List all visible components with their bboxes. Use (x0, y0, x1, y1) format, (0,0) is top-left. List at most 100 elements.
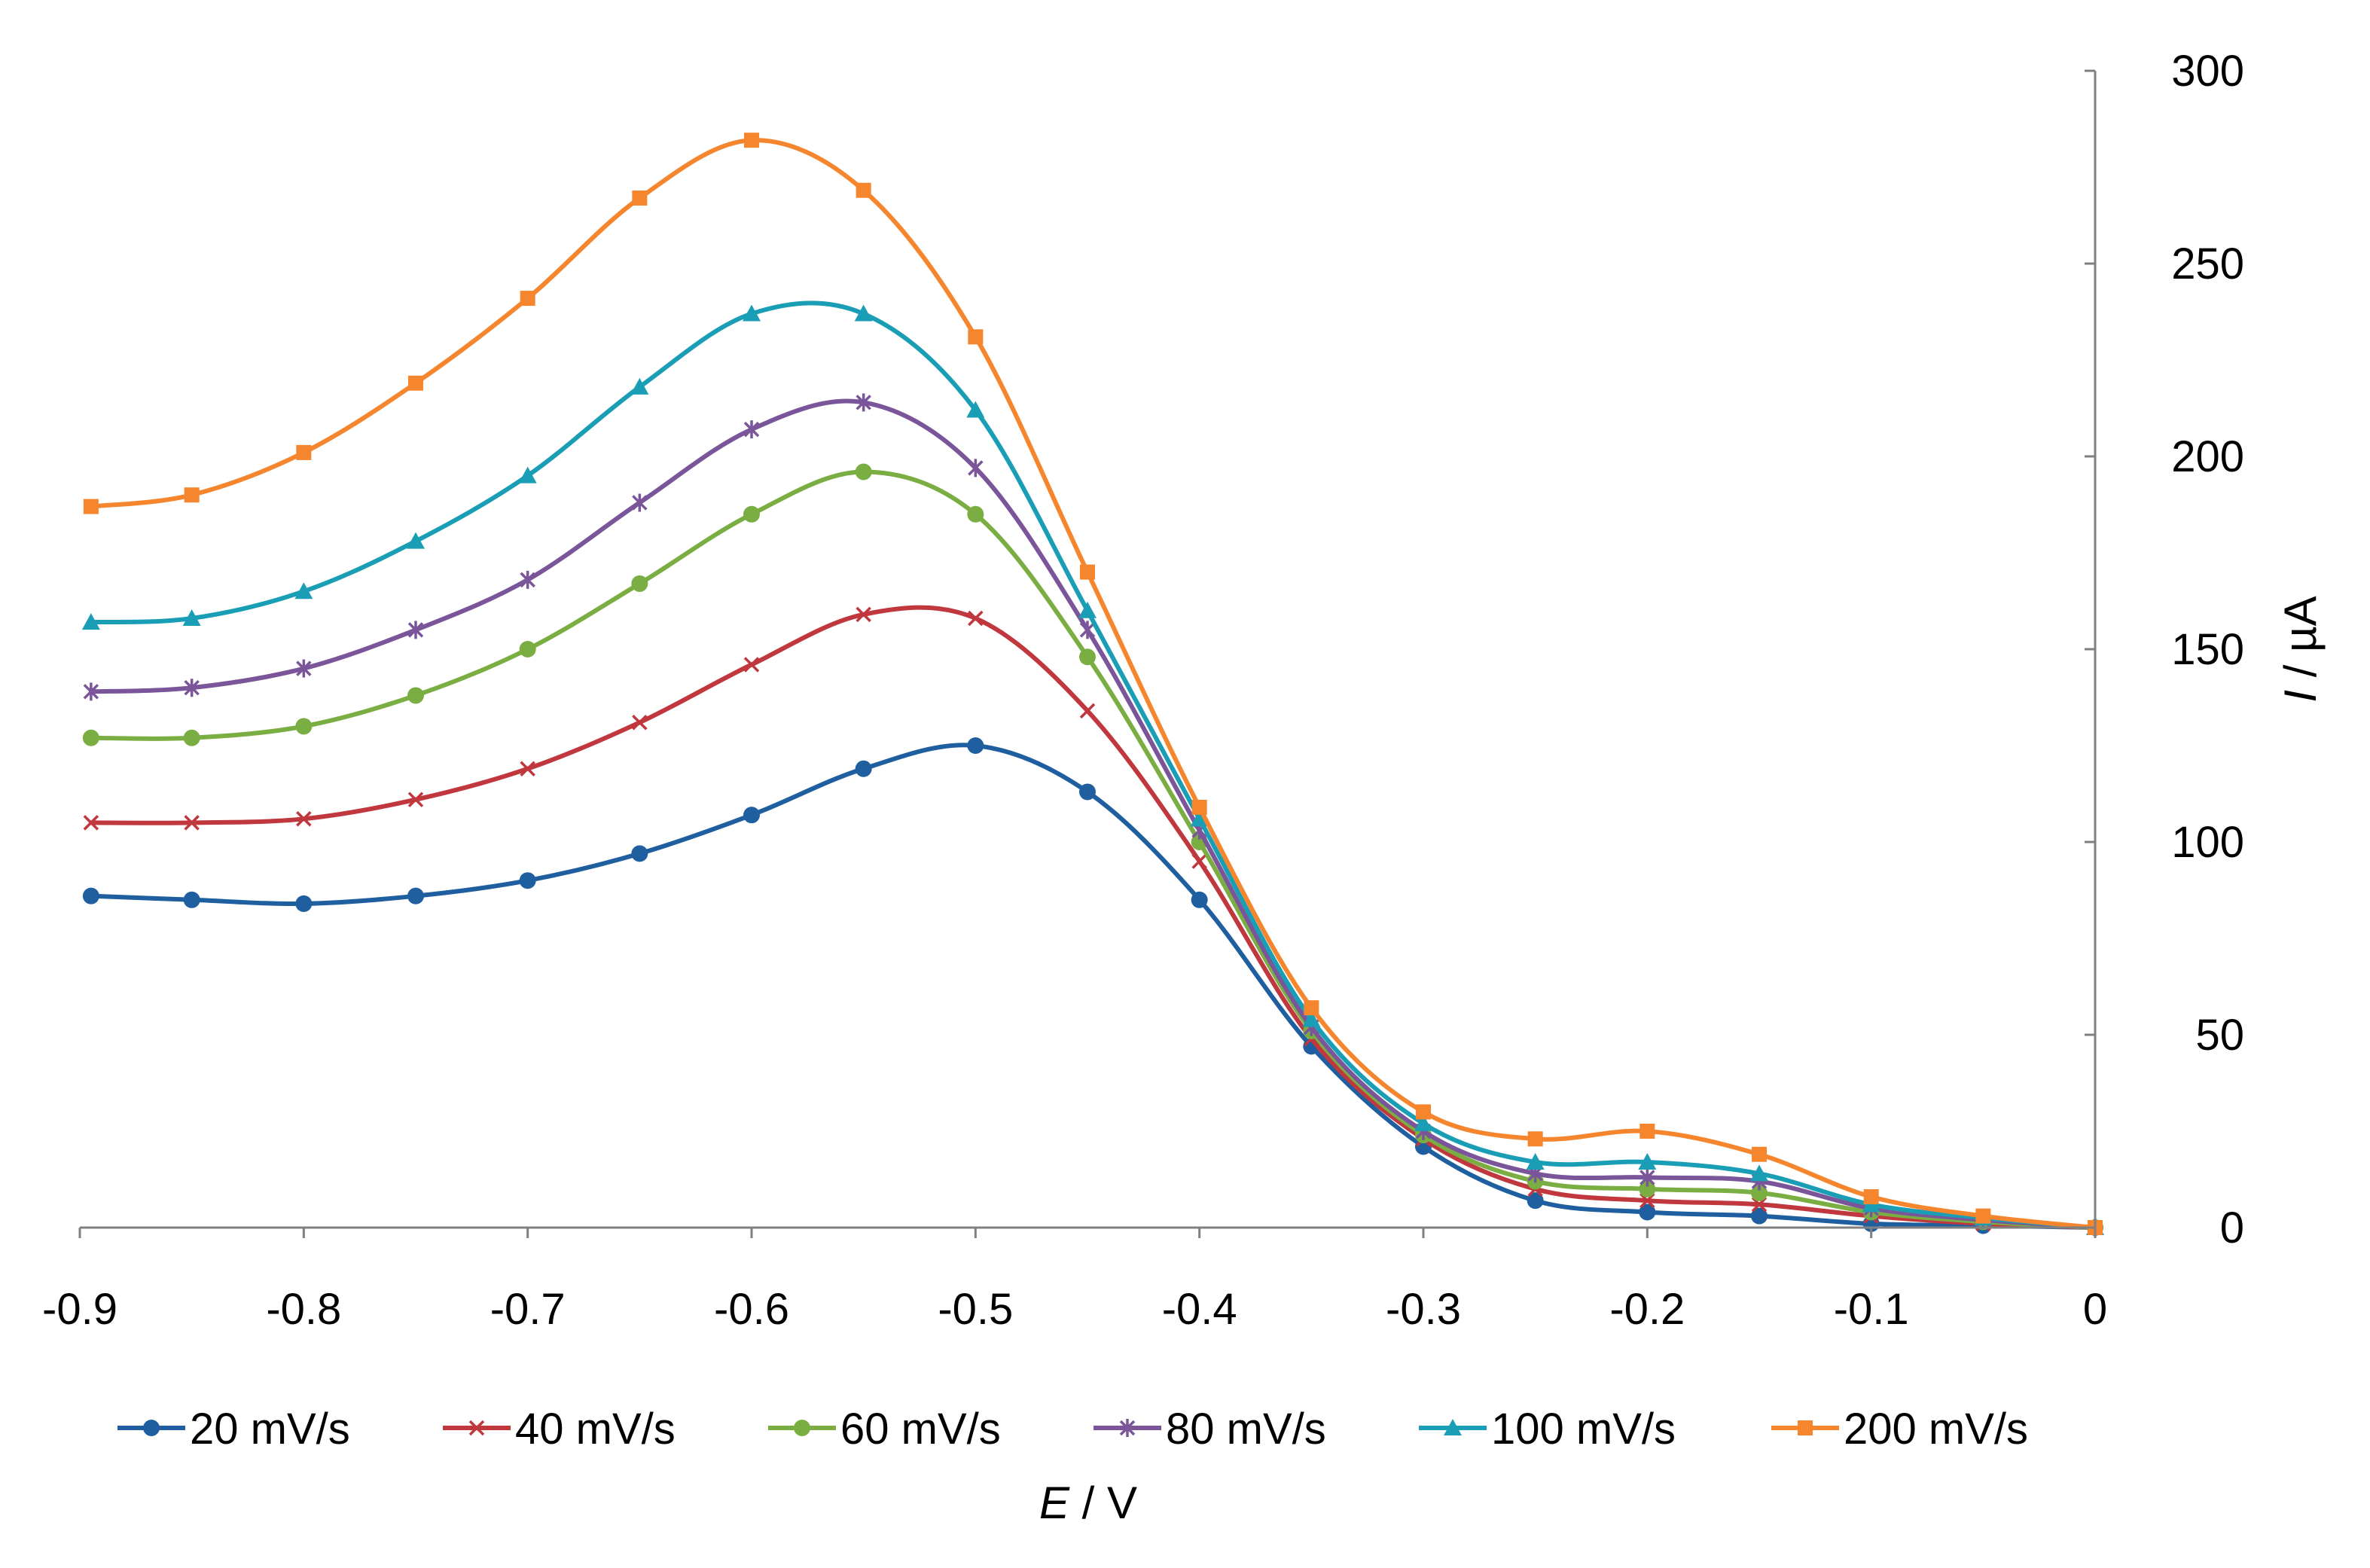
series-40-mv-s (83, 605, 2103, 1236)
y-tick-label: 250 (2171, 239, 2244, 288)
x-tick-label: 0 (2083, 1285, 2107, 1334)
x-tick-label: -0.7 (490, 1285, 566, 1334)
data-point (519, 641, 536, 657)
x-tick-label: -0.9 (42, 1285, 117, 1334)
data-point (632, 715, 648, 731)
data-point (407, 792, 424, 807)
data-point (183, 891, 200, 908)
data-point (1078, 601, 1097, 618)
legend-label: 60 mV/s (840, 1405, 1001, 1454)
data-point (1751, 1207, 1768, 1225)
data-point (1751, 1197, 1768, 1213)
data-point (407, 532, 425, 549)
data-point (1750, 1164, 1768, 1182)
data-point (968, 610, 984, 627)
series-line (88, 300, 2097, 1230)
legend-label: 80 mV/s (1166, 1405, 1326, 1454)
data-point (1416, 1104, 1431, 1120)
x-tick-label: -0.1 (1834, 1285, 1909, 1334)
y-tick-label: 300 (2171, 47, 2244, 96)
data-point (967, 505, 984, 523)
x-tick-label: -0.6 (714, 1285, 789, 1334)
data-point (1527, 1192, 1544, 1210)
data-point (1414, 1114, 1432, 1131)
data-point (967, 737, 984, 754)
data-point (856, 393, 871, 412)
data-point (1863, 1189, 1879, 1205)
data-point (1191, 853, 1207, 869)
series-line (88, 398, 2097, 1230)
data-point (968, 459, 984, 477)
data-point (1526, 1152, 1545, 1170)
legend-item: 20 mV/s (117, 1405, 350, 1454)
data-point (856, 606, 871, 623)
y-tick-label: 150 (2171, 625, 2244, 674)
data-point (408, 375, 423, 391)
y-tick-label: 0 (2220, 1203, 2244, 1252)
series-20-mv-s (82, 737, 2103, 1236)
data-point (743, 505, 760, 523)
legend-swatch-marker (143, 1420, 160, 1436)
data-point (855, 463, 872, 480)
data-point (966, 401, 985, 418)
x-axis-title: E / V (1039, 1478, 1137, 1528)
data-point (296, 659, 312, 678)
legend: 20 mV/s 40 mV/s 60 mV/s 80 mV/s 100 mV/s 200 … (117, 1405, 2028, 1454)
data-point (1191, 891, 1208, 908)
data-point (1527, 1131, 1543, 1147)
series-line (88, 469, 2097, 1230)
legend-swatch-marker (468, 1420, 485, 1436)
data-point (1302, 1010, 1321, 1027)
x-tick-label: -0.3 (1386, 1285, 1461, 1334)
legend-label: 100 mV/s (1491, 1405, 1676, 1454)
data-point (294, 582, 313, 599)
legend-label: 40 mV/s (515, 1405, 676, 1454)
data-point (407, 621, 424, 639)
data-point (82, 887, 99, 904)
legend-swatch-marker (1444, 1419, 1462, 1435)
series-100-mv-s (81, 300, 2104, 1235)
x-tick-label: -0.8 (266, 1285, 341, 1334)
data-point (1751, 1184, 1768, 1201)
series-line (88, 138, 2097, 1230)
data-point (1639, 1168, 1655, 1187)
data-point (631, 845, 648, 862)
data-point (1752, 1146, 1767, 1162)
data-point (83, 682, 99, 701)
data-point (1639, 1192, 1655, 1209)
data-point (630, 377, 649, 395)
data-point (81, 613, 100, 630)
x-tick-label: -0.2 (1609, 1285, 1685, 1334)
y-tick-label: 50 (2195, 1011, 2244, 1060)
data-point (519, 872, 536, 889)
legend-swatch-marker (1119, 1419, 1136, 1437)
data-point (856, 182, 871, 198)
data-point (183, 729, 200, 746)
data-point (182, 609, 201, 627)
legend-item: 200 mV/s (1771, 1405, 2028, 1454)
y-tick-label: 100 (2171, 818, 2244, 867)
y-axis-title: I / µA (2275, 596, 2326, 702)
data-point (1079, 648, 1096, 666)
y-axis-ticks: 0 50 100 150 200 250 300 (2085, 47, 2244, 1252)
data-point (407, 887, 424, 904)
data-point (1975, 1208, 1991, 1224)
x-axis-title-symbol: E (1039, 1478, 1070, 1528)
data-point (743, 420, 760, 439)
data-point (1190, 810, 1209, 827)
data-point (518, 466, 537, 484)
y-tick-label: 200 (2171, 432, 2244, 481)
data-point (1079, 621, 1096, 639)
data-point (83, 499, 99, 514)
data-point (1638, 1152, 1657, 1170)
series-line (88, 605, 2097, 1230)
data-point (296, 811, 312, 827)
legend-swatch-marker (794, 1420, 810, 1436)
data-point (743, 807, 760, 824)
legend-item: 80 mV/s (1093, 1405, 1326, 1454)
data-point (968, 329, 984, 345)
data-point (1191, 799, 1207, 815)
data-point (1079, 783, 1096, 801)
data-point (184, 487, 200, 503)
